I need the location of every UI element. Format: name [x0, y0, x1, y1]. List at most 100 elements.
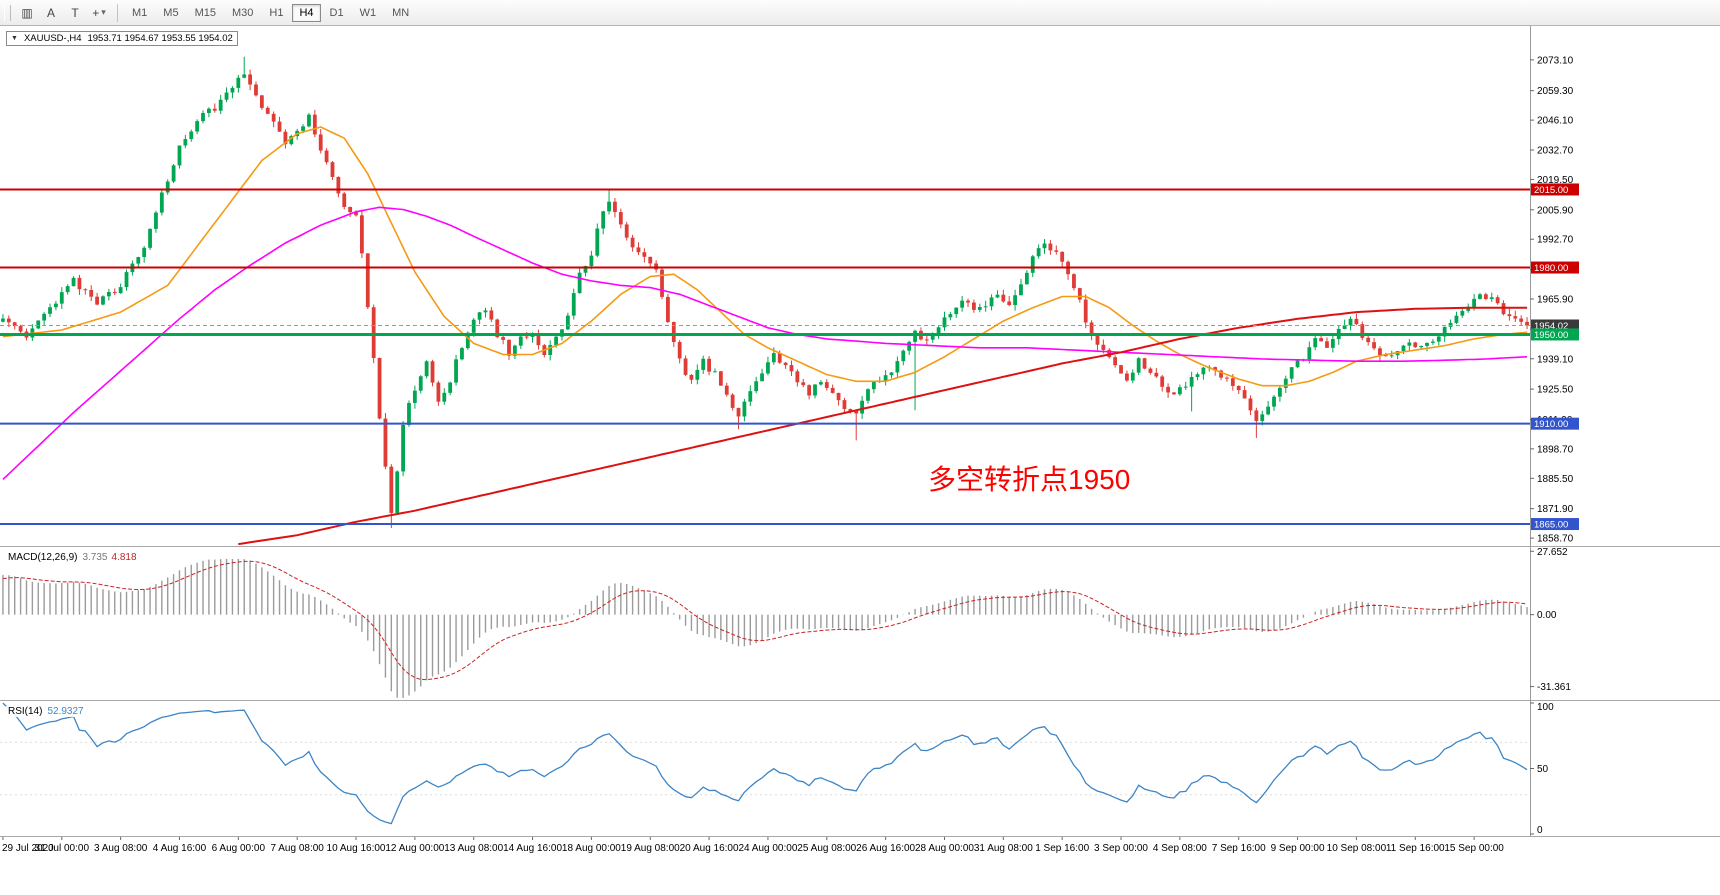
price-tick-label: 1925.50	[1537, 385, 1574, 396]
symbol-label: XAUUSD-,H4	[23, 33, 82, 44]
time-axis-label: 18 Aug 00:00	[562, 843, 621, 854]
timeframe-button-m30[interactable]: M30	[225, 4, 260, 22]
time-axis-label: 13 Aug 08:00	[444, 843, 503, 854]
price-tag-label: 1865.00	[1534, 520, 1568, 531]
price-tick-label: 2032.70	[1537, 145, 1574, 156]
toolbar-grip[interactable]	[4, 4, 11, 21]
time-axis-label: 9 Sep 00:00	[1271, 843, 1325, 854]
ma-fast-orange	[2, 126, 1528, 387]
price-tick-label: 2005.90	[1537, 205, 1574, 216]
price-tag-1865.00	[1531, 518, 1579, 531]
time-axis-label: 12 Aug 00:00	[385, 843, 444, 854]
price-tick-label: 1898.70	[1537, 444, 1574, 455]
timeframe-button-m5[interactable]: M5	[156, 4, 185, 22]
rsi-tick-label: 0	[1537, 825, 1543, 836]
timeframe-button-mn[interactable]: MN	[385, 4, 416, 22]
price-tag-2015.00	[1531, 183, 1579, 196]
rsi-label: RSI(14) 52.9327	[6, 706, 86, 717]
macd-histogram	[2, 558, 1528, 698]
annotation-text: 多空转折点1950	[928, 464, 1131, 495]
time-axis-label: 4 Sep 08:00	[1153, 843, 1207, 854]
price-tag-label: 1954.02	[1534, 321, 1568, 332]
time-axis-label: 31 Aug 08:00	[974, 843, 1033, 854]
toolbar-separator	[117, 3, 118, 22]
candlestick-layer	[1, 56, 1529, 529]
time-axis-label: 26 Aug 16:00	[856, 843, 915, 854]
time-axis-label: 14 Aug 16:00	[503, 843, 562, 854]
macd-tick-label: 0.00	[1537, 610, 1557, 621]
rsi-tick-label: 50	[1537, 764, 1549, 775]
timeframe-button-h1[interactable]: H1	[262, 4, 290, 22]
price-tick-label: 2019.50	[1537, 175, 1574, 186]
rsi-value: 52.9327	[47, 706, 84, 717]
time-axis-label: 10 Sep 08:00	[1327, 843, 1387, 854]
time-axis-label: 7 Sep 16:00	[1212, 843, 1266, 854]
time-axis-label: 4 Aug 16:00	[153, 843, 207, 854]
time-axis-label: 20 Aug 16:00	[680, 843, 739, 854]
time-axis-label: 25 Aug 08:00	[797, 843, 856, 854]
price-tag-label: 1910.00	[1534, 419, 1568, 430]
price-tick-label: 1992.70	[1537, 235, 1574, 246]
time-axis-label: 6 Aug 00:00	[212, 843, 266, 854]
time-axis-label: 29 Jul 2020	[2, 843, 54, 854]
symbol-info-box[interactable]: ▼ XAUUSD-,H4 1953.71 1954.67 1953.55 195…	[6, 31, 238, 46]
price-chart-svg[interactable]: 2073.10 2059.30 2046.10 2032.70 2019.50 2005.…	[0, 26, 1720, 895]
price-tick-label: 1858.70	[1537, 534, 1574, 545]
time-axis-label: 10 Aug 16:00	[327, 843, 386, 854]
macd-tick-label: -31.361	[1537, 682, 1571, 693]
price-tick-label: 1965.90	[1537, 294, 1574, 305]
text-tool-button[interactable]: T	[64, 3, 86, 23]
price-tick-label: 1871.90	[1537, 504, 1574, 515]
price-tag-1980.00	[1531, 261, 1579, 274]
macd-main-value: 3.735	[82, 552, 108, 563]
cursor-a-button[interactable]: A	[40, 3, 62, 23]
price-tag-label: 1950.00	[1534, 330, 1568, 341]
rsi-name: RSI(14)	[8, 706, 43, 717]
macd-name: MACD(12,26,9)	[8, 552, 78, 563]
price-tag-1910.00	[1531, 417, 1579, 430]
chevron-down-icon: ▾	[101, 7, 106, 17]
price-tag-label: 1980.00	[1534, 263, 1568, 274]
text-tool-icon: T	[71, 5, 79, 20]
timeframe-button-m15[interactable]: M15	[188, 4, 223, 22]
time-axis-label: 28 Aug 00:00	[915, 843, 974, 854]
macd-label: MACD(12,26,9) 3.735 4.818	[6, 552, 139, 563]
price-tick-label: 2046.10	[1537, 116, 1574, 127]
time-axis-label: 3 Aug 08:00	[94, 843, 148, 854]
toolbar-icon-group: ▥ A T + ▾	[15, 3, 111, 23]
timeframe-button-d1[interactable]: D1	[323, 4, 351, 22]
timeframe-button-w1[interactable]: W1	[353, 4, 384, 22]
time-axis-label: 3 Sep 00:00	[1094, 843, 1148, 854]
macd-tick-label: 27.652	[1537, 547, 1568, 558]
candlestick-chart-icon: ▥	[21, 5, 33, 20]
toolbar: ▥ A T + ▾ M1 M5 M15 M30 H1 H4 D1 W1 MN	[0, 0, 1720, 26]
time-axis-label: 11 Sep 16:00	[1386, 843, 1445, 854]
rsi-line	[2, 702, 1528, 825]
time-axis-label: 19 Aug 08:00	[621, 843, 680, 854]
ma-slow-red	[238, 306, 1528, 546]
price-tick-label: 1939.10	[1537, 354, 1574, 365]
time-axis-label: 24 Aug 00:00	[738, 843, 797, 854]
chart-type-button[interactable]: ▥	[16, 3, 38, 23]
price-tick-label: 2059.30	[1537, 86, 1574, 97]
annotation-a-icon: A	[46, 5, 55, 20]
ohlc-values: 1953.71 1954.67 1953.55 1954.02	[87, 33, 233, 44]
draw-tools-button[interactable]: + ▾	[88, 3, 110, 23]
price-tag-1950.00	[1531, 328, 1579, 341]
time-axis-label: 31 Jul 00:00	[35, 843, 90, 854]
price-tick-label: 1885.50	[1537, 474, 1574, 485]
time-axis-label: 7 Aug 08:00	[270, 843, 324, 854]
timeframe-button-m1[interactable]: M1	[125, 4, 154, 22]
time-axis-label: 1 Sep 16:00	[1035, 843, 1089, 854]
time-axis-label: 15 Sep 00:00	[1444, 843, 1504, 854]
macd-signal-value: 4.818	[111, 552, 137, 563]
rsi-tick-label: 100	[1537, 702, 1554, 713]
crosshair-icon: +	[92, 5, 100, 20]
price-tick-label: 2073.10	[1537, 55, 1574, 66]
macd-signal-line	[2, 560, 1528, 681]
timeframe-group: M1 M5 M15 M30 H1 H4 D1 W1 MN	[124, 3, 417, 22]
collapse-triangle-icon[interactable]: ▼	[11, 35, 18, 42]
price-tag-label: 2015.00	[1534, 185, 1568, 196]
timeframe-button-h4[interactable]: H4	[292, 3, 321, 22]
